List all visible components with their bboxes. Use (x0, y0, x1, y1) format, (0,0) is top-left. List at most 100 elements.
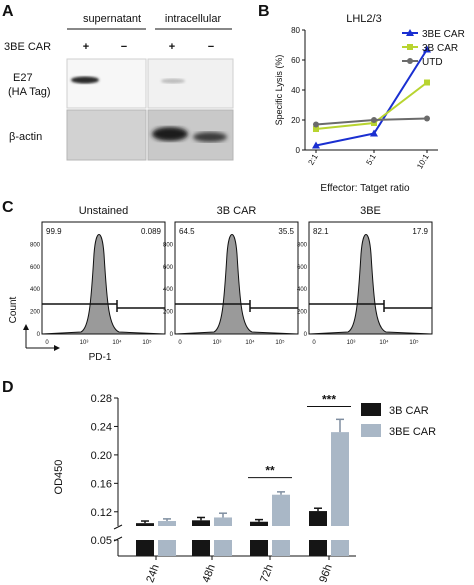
data-point (312, 141, 320, 149)
x-tick-label: 2:1 (306, 152, 320, 167)
x-tick-label: 10⁴ (112, 339, 122, 346)
band-e27-supernatant (71, 76, 99, 84)
y-tick-label: 0.16 (91, 478, 112, 490)
histogram-title: 3BE (360, 205, 381, 217)
y-tick-label: 400 (297, 287, 308, 293)
y-tick-label: 0.24 (91, 421, 112, 433)
significance-stars: ** (265, 464, 275, 478)
y-tick-label: 0 (296, 146, 301, 155)
y-tick-label: 800 (297, 242, 308, 248)
legend-label: 3B CAR (422, 43, 458, 54)
data-point (423, 45, 431, 53)
x-tick-label: 24h (144, 563, 162, 584)
x-axis-label: Effector: Tatget ratio (320, 183, 410, 194)
bar (158, 521, 176, 526)
data-point (424, 115, 430, 122)
pd1-arrow-head (54, 345, 60, 351)
axis-break-mark (113, 524, 123, 530)
x-tick-label: 10³ (347, 340, 356, 346)
chart-b-title: LHL2/3 (346, 13, 381, 25)
bar (136, 523, 154, 526)
blot-actin-supernatant (66, 109, 147, 161)
legend-label: 3BE CAR (422, 29, 465, 40)
blot-e27-supernatant (66, 58, 147, 109)
legend-label: 3B CAR (389, 405, 429, 417)
panel-b-letter: B (258, 3, 270, 20)
y-axis-label: Specific Lysis (%) (274, 55, 284, 126)
bar-lower-segment (331, 540, 349, 556)
legend-swatch (361, 424, 381, 437)
x-tick-label: 96h (317, 563, 335, 584)
legend-label: UTD (422, 57, 443, 68)
left-percentage: 64.5 (179, 227, 195, 236)
x-tick-label: 10³ (80, 340, 89, 346)
y-tick-label: 200 (163, 310, 174, 316)
x-tick-label: 10³ (213, 340, 222, 346)
x-tick-label: 10⁵ (142, 339, 152, 346)
x-tick-label: 10⁴ (245, 339, 255, 346)
significance-stars: *** (322, 393, 336, 407)
bar (192, 520, 210, 526)
y-tick-label: 0.20 (91, 450, 112, 462)
sign-3: + (169, 41, 175, 53)
left-percentage: 82.1 (313, 227, 329, 236)
data-point (313, 126, 319, 132)
y-tick-label: 800 (163, 242, 174, 248)
x-tick-label: 10⁴ (379, 339, 389, 346)
bar-lower-segment (250, 540, 268, 556)
bar-lower-segment (192, 540, 210, 556)
blot-label-e27: E27 (13, 72, 33, 84)
y-tick-label: 80 (291, 26, 300, 35)
bar (272, 494, 290, 526)
data-point (371, 117, 377, 123)
y-tick-label: 0.05 (91, 535, 112, 547)
sign-2: − (121, 41, 127, 53)
y-tick-label: 20 (291, 116, 300, 125)
histogram-title: Unstained (79, 205, 129, 217)
x-tick-label: 48h (200, 563, 218, 584)
x-tick-label: 0 (45, 340, 49, 346)
x-tick-label: 10⁵ (275, 339, 285, 346)
bar (250, 521, 268, 526)
bar-lower-segment (214, 540, 232, 556)
bar (309, 511, 327, 526)
y-axis-label: OD450 (53, 460, 65, 495)
y-tick-label: 40 (291, 86, 300, 95)
bar (214, 517, 232, 526)
right-percentage: 17.9 (412, 227, 428, 236)
histogram-peak (41, 234, 166, 335)
legend-label: 3BE CAR (389, 426, 436, 438)
lysis-line-chart: LHL2/3 0 20 40 60 80 2:1 5:1 10:1 Specific Lysis … (274, 13, 465, 194)
blot-label-ha-tag: (HA Tag) (8, 86, 51, 98)
bar (331, 432, 349, 526)
y-tick-label: 60 (291, 56, 300, 65)
blot-label-beta-actin: β-actin (9, 131, 42, 143)
blot-e27-intracellular (147, 58, 234, 109)
sign-4: − (208, 41, 214, 53)
row-label-3be-car: 3BE CAR (4, 41, 51, 53)
legend-marker (406, 29, 414, 36)
y-axis-label: Count (8, 296, 19, 323)
data-point (424, 79, 430, 86)
y-tick-label: 600 (30, 265, 41, 271)
pd1-histograms: Unstained 99.9 0.089 0 10³ 10⁴ 10⁵ 0 200 400 600 80… (8, 205, 433, 363)
x-tick-label: 0 (312, 340, 316, 346)
data-point (313, 121, 319, 128)
y-tick-label: 400 (163, 287, 174, 293)
panel-c-letter: C (2, 199, 14, 216)
x-axis-label: PD-1 (89, 352, 112, 363)
histogram-peak (308, 234, 433, 335)
bar-lower-segment (272, 540, 290, 556)
panel-d-letter: D (2, 379, 14, 396)
od450-bar-chart: 0.05 0.12 0.16 0.20 0.24 0.28 OD450 24h 48h 72h 96… (53, 393, 436, 585)
y-tick-label: 0 (170, 332, 174, 338)
y-tick-label: 400 (30, 287, 41, 293)
y-tick-label: 200 (297, 310, 308, 316)
x-tick-label: 0 (178, 340, 182, 346)
y-tick-label: 800 (30, 242, 41, 248)
legend-marker (407, 58, 413, 64)
y-tick-label: 0.28 (91, 393, 112, 405)
x-tick-label: 10:1 (415, 152, 431, 170)
sign-1: + (83, 41, 89, 53)
